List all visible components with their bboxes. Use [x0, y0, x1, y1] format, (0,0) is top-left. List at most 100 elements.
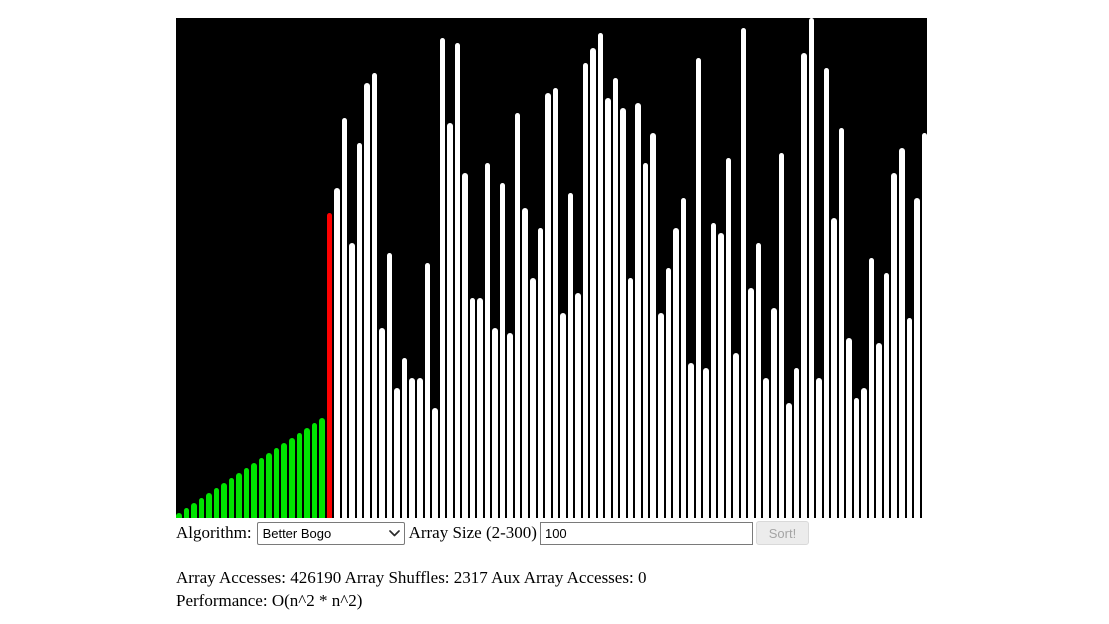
array-bar	[409, 378, 415, 518]
array-bar	[484, 163, 491, 518]
array-bar	[605, 98, 611, 518]
array-bar-sorted	[191, 503, 197, 518]
array-bar	[801, 53, 807, 518]
array-bar	[334, 188, 340, 518]
array-bar	[883, 273, 890, 518]
visualization-canvas	[176, 18, 928, 518]
array-bar	[341, 118, 348, 518]
array-bar	[545, 93, 551, 518]
array-bar-sorted	[258, 458, 265, 518]
array-bar	[846, 338, 852, 518]
array-bar	[424, 263, 431, 518]
aux-array-accesses-value: 0	[637, 568, 647, 587]
array-bar	[356, 143, 363, 518]
array-bar	[499, 183, 506, 518]
sort-button[interactable]: Sort!	[755, 521, 809, 545]
array-bar	[477, 298, 483, 518]
array-bar	[575, 293, 581, 518]
bars-container	[176, 18, 928, 518]
array-bar-sorted	[281, 443, 287, 518]
algorithm-select-value: Better Bogo	[262, 525, 332, 541]
array-bar	[823, 68, 830, 518]
array-bar-sorted	[288, 438, 295, 518]
array-bar	[868, 258, 875, 518]
performance-label: Performance:	[176, 591, 268, 610]
array-bar-sorted	[296, 433, 303, 518]
array-bar-sorted	[311, 423, 318, 518]
array-bar	[386, 253, 393, 518]
array-bar	[703, 368, 709, 518]
array-bar	[718, 233, 724, 518]
array-bar	[876, 343, 882, 518]
array-bar	[733, 353, 739, 518]
array-bar	[763, 378, 769, 518]
array-bar	[401, 358, 408, 518]
array-bar	[627, 278, 634, 518]
array-bar-sorted	[228, 478, 235, 518]
array-bar	[492, 328, 498, 518]
array-bar-sorted	[176, 513, 182, 518]
array-bar	[514, 113, 521, 518]
array-bar-sorted	[221, 483, 227, 518]
array-accesses-label: Array Accesses:	[176, 568, 286, 587]
array-bar	[417, 378, 423, 518]
array-bar-sorted	[319, 418, 325, 518]
array-size-label: Array Size (2-300)	[408, 523, 537, 542]
array-bar	[808, 18, 815, 518]
array-bar-sorted	[213, 488, 220, 518]
array-bar	[906, 318, 913, 518]
array-bar	[755, 243, 762, 518]
array-bar	[620, 108, 626, 518]
array-bar	[560, 313, 566, 518]
array-bar	[921, 133, 928, 518]
array-bar	[364, 83, 370, 518]
array-bar-sorted	[304, 428, 310, 518]
stats-line-accesses: Array Accesses: 426190 Array Shuffles: 2…	[176, 566, 646, 589]
array-bar	[695, 58, 702, 518]
array-bar	[612, 78, 619, 518]
array-bar	[838, 128, 845, 518]
array-bar	[447, 123, 453, 518]
array-bar	[371, 73, 378, 518]
array-bar	[853, 398, 860, 518]
array-bar	[816, 378, 822, 518]
array-bar	[567, 193, 574, 518]
array-bar	[349, 243, 355, 518]
algorithm-select[interactable]: Better Bogo	[256, 521, 405, 545]
array-bar	[710, 223, 717, 518]
performance-value: O(n^2 * n^2)	[271, 591, 363, 610]
array-size-input[interactable]	[539, 521, 753, 545]
array-shuffles-label: Array Shuffles:	[344, 568, 450, 587]
array-bar	[778, 153, 785, 518]
array-bar-sorted	[273, 448, 280, 518]
array-bar-sorted	[251, 463, 257, 518]
stats-panel: Array Accesses: 426190 Array Shuffles: 2…	[176, 566, 646, 612]
array-bar	[770, 308, 777, 518]
array-bar	[861, 388, 867, 518]
array-bar	[673, 228, 679, 518]
array-bar	[899, 148, 905, 518]
array-accesses-value: 426190	[290, 568, 342, 587]
array-bar	[725, 158, 732, 518]
array-bar	[642, 163, 649, 518]
array-bar	[379, 328, 385, 518]
stats-line-performance: Performance: O(n^2 * n^2)	[176, 589, 646, 612]
array-bar	[552, 88, 559, 518]
array-bar	[454, 43, 461, 518]
array-bar	[665, 268, 672, 518]
array-bar	[537, 228, 544, 518]
array-bar	[740, 28, 747, 518]
array-bar	[439, 38, 446, 518]
array-bar-highlight	[326, 213, 333, 518]
array-bar	[529, 278, 536, 518]
array-bar	[597, 33, 604, 518]
array-bar	[680, 198, 687, 518]
array-bar	[469, 298, 476, 518]
array-bar	[635, 103, 641, 518]
array-bar	[786, 403, 792, 518]
controls-bar: Algorithm: Better Bogo Array Size (2-300…	[176, 520, 809, 546]
array-bar	[394, 388, 400, 518]
array-bar	[582, 63, 589, 518]
array-bar	[432, 408, 438, 518]
